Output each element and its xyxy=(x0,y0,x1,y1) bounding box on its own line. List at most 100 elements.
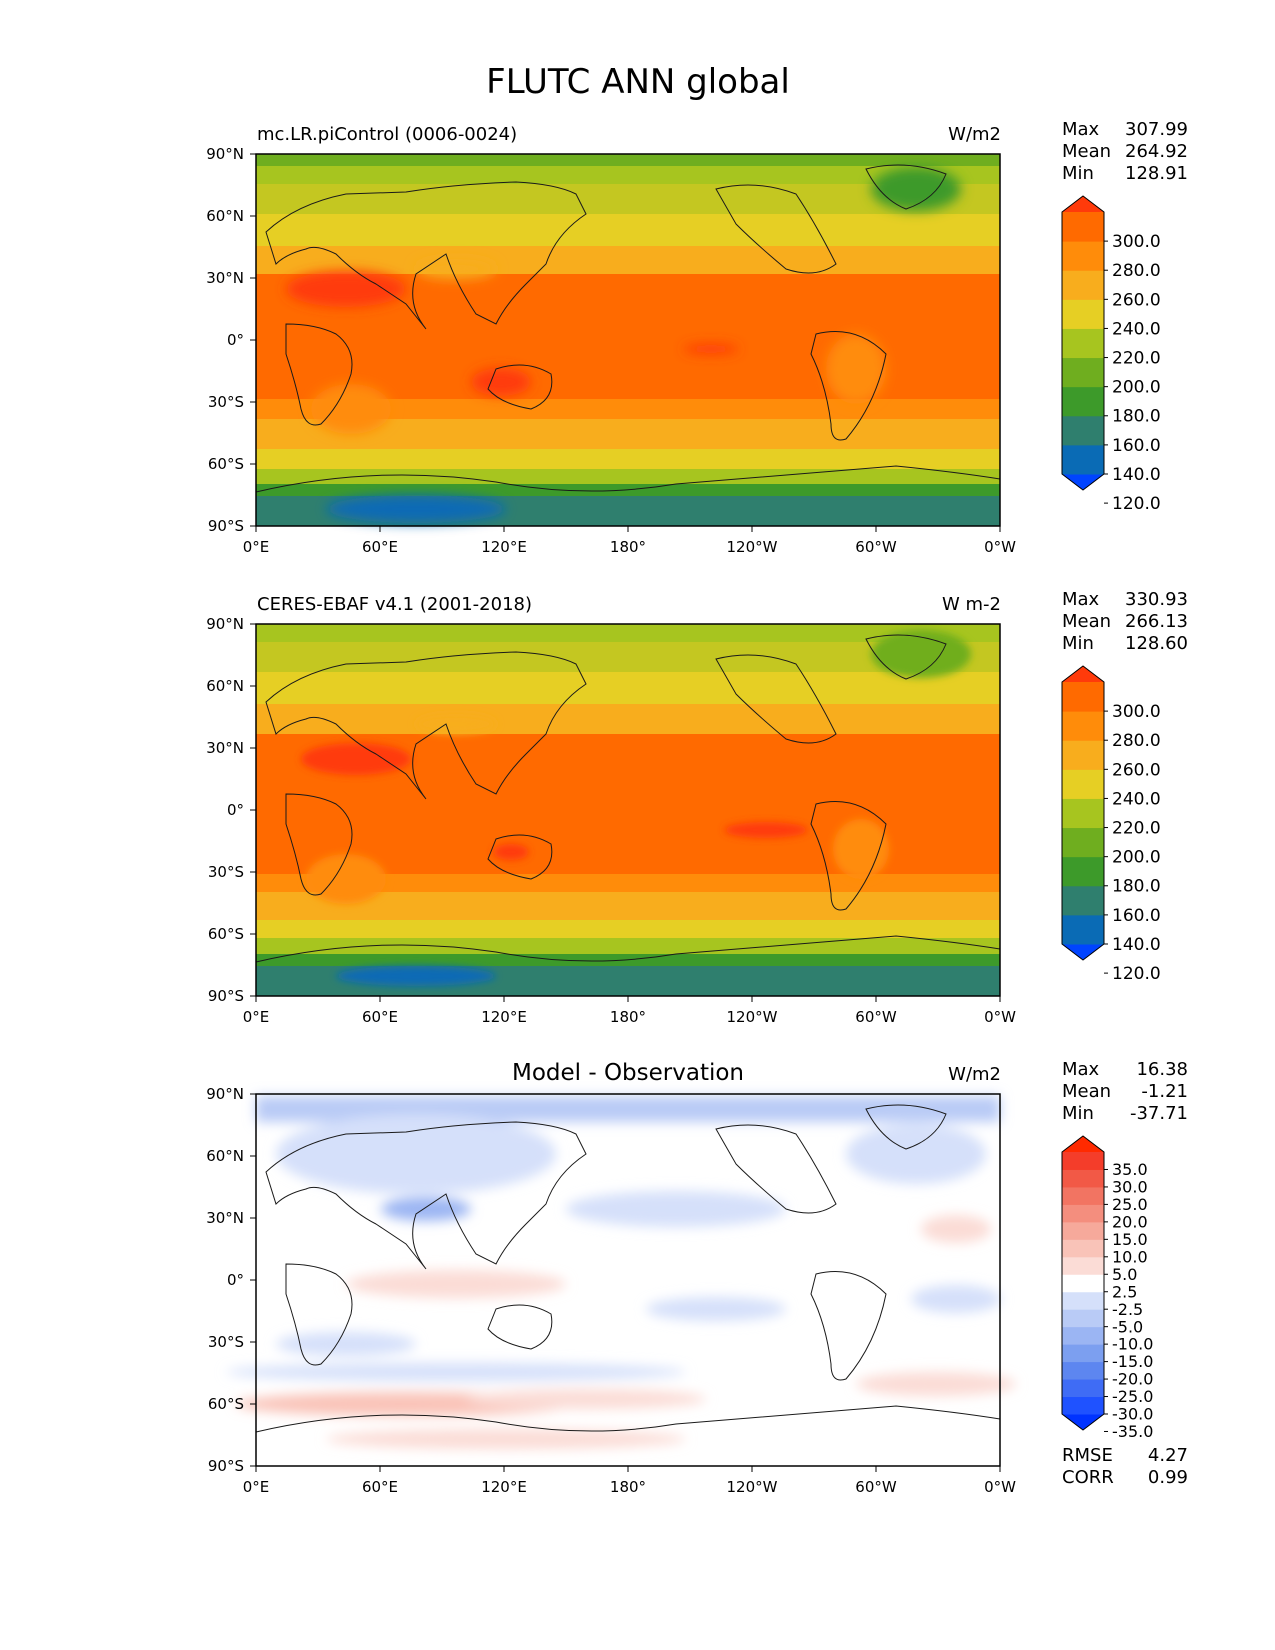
panel-1-units: W/m2 xyxy=(948,124,1001,145)
panel-3-units: W/m2 xyxy=(948,1064,1001,1085)
stat-mean-label: Mean xyxy=(1062,611,1111,632)
panel-2-units: W m-2 xyxy=(942,594,1001,615)
colorbar-segment xyxy=(1062,1396,1104,1415)
lon-tick-label: 120°E xyxy=(481,1478,527,1496)
map-patch xyxy=(306,854,386,904)
lon-tick-label: 60°E xyxy=(362,1008,398,1026)
map-patch xyxy=(724,822,808,838)
colorbar-tick-label: 15.0 xyxy=(1112,1230,1148,1249)
colorbar-segment xyxy=(1062,299,1104,329)
panel-2-colorbar: 300.0 280.0 260.0 240.0 220.0 200.0 180.0 160.0… xyxy=(1061,665,1161,984)
colorbar-tick-label: 2.5 xyxy=(1112,1282,1137,1301)
colorbar-tick-label: 300.0 xyxy=(1112,232,1161,252)
lat-tick-label: 90°N xyxy=(206,1085,244,1103)
colorbar-segment xyxy=(1062,1169,1104,1188)
lat-tick-label: 0° xyxy=(227,801,244,819)
colorbar-segment xyxy=(1062,1361,1104,1380)
map-band xyxy=(256,214,1000,246)
map-patch xyxy=(466,1389,706,1409)
colorbar-extend-max xyxy=(1062,666,1104,682)
stat-mean-value: 264.92 xyxy=(1125,141,1188,162)
colorbar-segment xyxy=(1062,1256,1104,1275)
panel-3-title: Model - Observation xyxy=(512,1060,744,1086)
colorbar-tick-label: 35.0 xyxy=(1112,1160,1148,1179)
colorbar-tick-label: 25.0 xyxy=(1112,1195,1148,1214)
stat-mean-label: Mean xyxy=(1062,1081,1111,1102)
panel-3-stats: Max 16.38 Mean -1.21 Min -37.71 xyxy=(1062,1059,1188,1124)
stat-min-label: Min xyxy=(1062,1103,1094,1124)
colorbar-segment xyxy=(1062,328,1104,359)
map-patch xyxy=(326,1429,686,1449)
colorbar-segment xyxy=(1062,1326,1104,1345)
colorbar-segment xyxy=(1062,856,1104,887)
panel-1-title: mc.LR.piControl (0006-0024) xyxy=(257,124,517,145)
lat-tick-label: 30°S xyxy=(208,863,244,881)
colorbar-tick-label: 180.0 xyxy=(1112,407,1161,427)
colorbar-segment xyxy=(1062,1344,1104,1363)
lon-tick-label: 180° xyxy=(610,538,646,556)
map-patch xyxy=(646,1297,786,1321)
panel-3-map xyxy=(226,1094,1016,1466)
map-patch xyxy=(286,271,406,307)
colorbar-tick-label: 240.0 xyxy=(1112,789,1161,809)
map-patch xyxy=(856,1372,1016,1396)
panel-2-lon-axis: 0°E 60°E 120°E 180° 120°W 60°W 0°W xyxy=(243,996,1016,1026)
colorbar-tick-label: -25.0 xyxy=(1112,1387,1153,1406)
colorbar-tick-label: 200.0 xyxy=(1112,848,1161,868)
map-patch xyxy=(326,495,506,523)
colorbar-segment xyxy=(1062,1186,1104,1205)
colorbar-segment xyxy=(1062,212,1104,242)
lon-tick-label: 120°W xyxy=(727,538,778,556)
stat-mean-label: Mean xyxy=(1062,141,1111,162)
colorbar-segment xyxy=(1062,682,1104,712)
panel-1-colorbar: 300.0 280.0 260.0 240.0 220.0 200.0 180.0 160.0… xyxy=(1061,195,1161,514)
panel-1-lon-axis: 0°E 60°E 120°E 180° 120°W 60°W 0°W xyxy=(243,526,1016,556)
lat-tick-label: 0° xyxy=(227,1271,244,1289)
stat-mean-value: 266.13 xyxy=(1125,611,1188,632)
colorbar-tick-label: 120.0 xyxy=(1112,964,1161,984)
colorbar-tick-label: 140.0 xyxy=(1112,465,1161,485)
colorbar-segment xyxy=(1062,914,1104,945)
panel-2-map xyxy=(255,624,1001,996)
colorbar-tick-label: -15.0 xyxy=(1112,1352,1153,1371)
coastlines xyxy=(255,1104,1001,1433)
lon-tick-label: 180° xyxy=(610,1008,646,1026)
panel-1-map xyxy=(255,154,1001,526)
stat-max-value: 16.38 xyxy=(1136,1059,1188,1080)
map-band xyxy=(256,920,1000,938)
map-patch xyxy=(683,344,739,354)
colorbar-tick-label: 20.0 xyxy=(1112,1212,1148,1231)
lat-tick-label: 90°S xyxy=(208,1457,244,1475)
colorbar-segment xyxy=(1062,827,1104,858)
coastlines xyxy=(255,634,1001,963)
lon-tick-label: 60°W xyxy=(855,1478,897,1496)
map-band xyxy=(256,246,1000,274)
colorbar-tick-label: 30.0 xyxy=(1112,1178,1148,1197)
lat-tick-label: 0° xyxy=(227,331,244,349)
colorbar-tick-label: 260.0 xyxy=(1112,760,1161,780)
colorbar-tick-label: 240.0 xyxy=(1112,319,1161,339)
map-patch xyxy=(846,1124,986,1184)
lon-tick-label: 120°E xyxy=(481,1008,527,1026)
colorbar-tick-label: -35.0 xyxy=(1112,1422,1153,1441)
colorbar-segment xyxy=(1062,1309,1104,1328)
map-patch xyxy=(871,630,971,678)
map-patch xyxy=(416,259,496,279)
lat-tick-label: 30°N xyxy=(206,269,244,287)
panel-3-extra-stats: RMSE 4.27 CORR 0.99 xyxy=(1062,1445,1188,1488)
colorbar-tick-label: 220.0 xyxy=(1112,349,1161,369)
colorbar-segment xyxy=(1062,241,1104,271)
panel-1-lat-axis: 90°N 60°N 30°N 0° 30°S 60°S 90°S xyxy=(206,145,256,535)
colorbar-segment xyxy=(1062,444,1104,475)
colorbar-segment xyxy=(1062,270,1104,300)
lat-tick-label: 60°N xyxy=(206,1147,244,1165)
colorbar-segment xyxy=(1062,740,1104,770)
coastlines xyxy=(255,164,1001,493)
map-patch xyxy=(871,167,961,211)
lat-tick-label: 60°S xyxy=(208,1395,244,1413)
stat-max-label: Max xyxy=(1062,1059,1100,1080)
panel-3-colorbar: 35.030.025.020.015.010.05.02.5-2.5-5.0-1… xyxy=(1061,1135,1153,1441)
colorbar-segment xyxy=(1062,885,1104,916)
map-patch xyxy=(226,1363,686,1381)
stat-rmse-value: 4.27 xyxy=(1148,1445,1188,1466)
